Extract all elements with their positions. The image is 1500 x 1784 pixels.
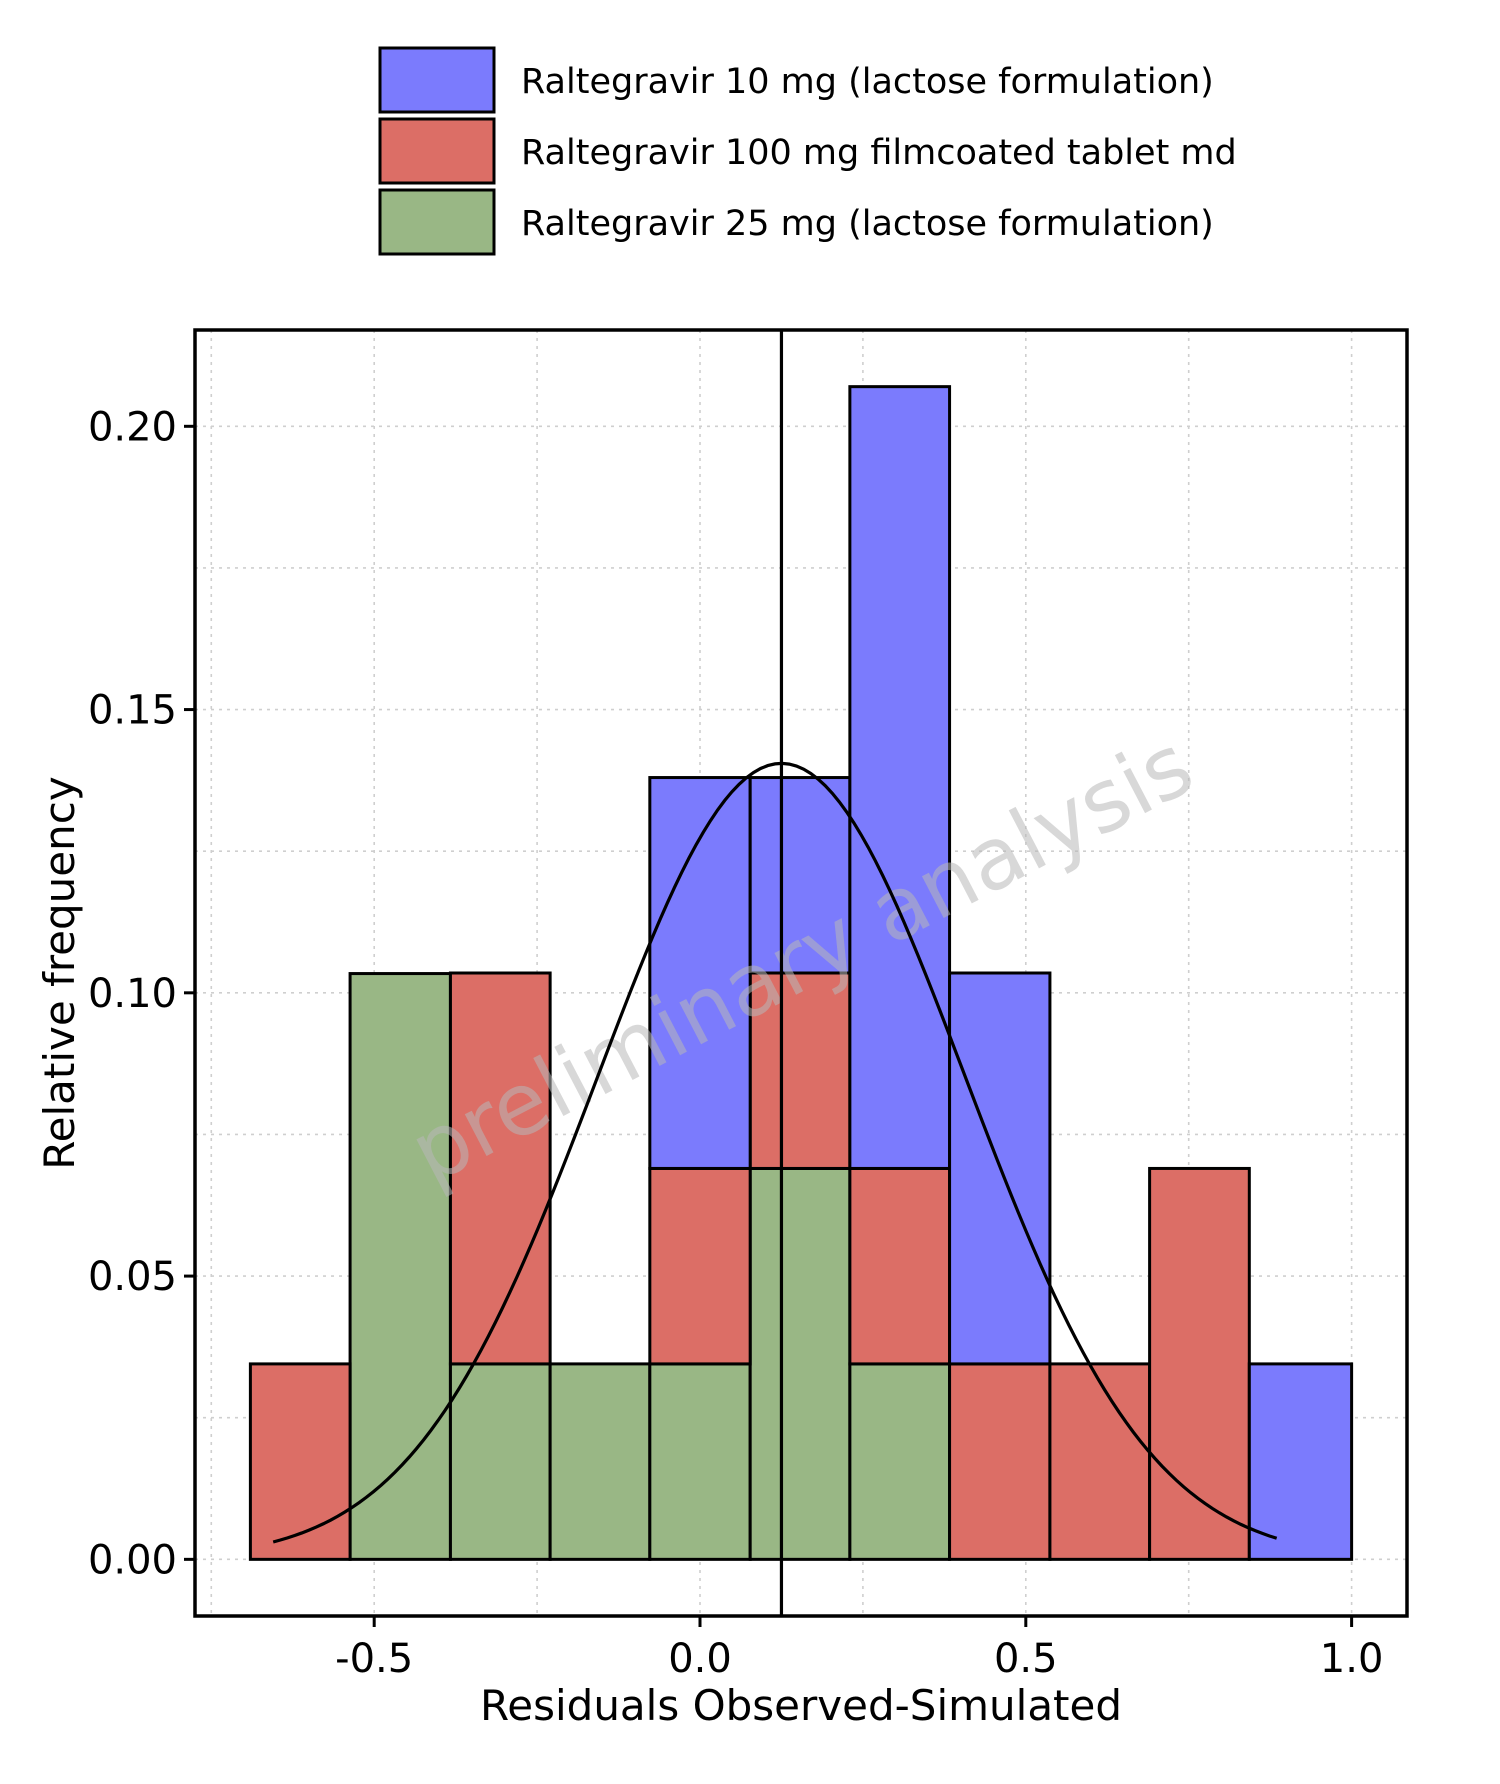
bar <box>248 1362 352 1561</box>
bar <box>1148 1166 1251 1561</box>
bar <box>648 1166 752 1366</box>
y-tick-label: 0.00 <box>88 1537 177 1583</box>
bar <box>748 1166 852 1561</box>
x-tick-label: -0.5 <box>335 1636 413 1682</box>
bar <box>648 776 752 1170</box>
plot-frame <box>193 328 1409 1618</box>
bar <box>748 776 852 975</box>
bar <box>548 1362 652 1561</box>
bar <box>848 1362 952 1561</box>
legend: Raltegravir 10 mg (lactose formulation) R… <box>378 46 1237 256</box>
normal-density-curve <box>272 761 1278 1544</box>
bar <box>848 1166 952 1366</box>
bar <box>748 971 852 1170</box>
bar <box>948 1362 1052 1561</box>
bar <box>448 971 552 1366</box>
y-tick-label: 0.20 <box>88 404 177 450</box>
y-tick-label: 0.10 <box>88 971 177 1017</box>
bar <box>1247 1362 1354 1561</box>
bar <box>1048 1362 1152 1561</box>
x-tick-label: 0.0 <box>668 1636 732 1682</box>
legend-swatch <box>378 188 496 256</box>
bar <box>448 1362 552 1561</box>
x-axis-title: Residuals Observed-Simulated <box>480 1681 1122 1730</box>
axis-ticks: -0.5 0.0 0.5 1.0 0.00 0.05 0.10 0.15 0.20 <box>88 404 1383 1682</box>
legend-label: Raltegravir 25 mg (lactose formulation) <box>521 204 1214 244</box>
bar <box>348 972 452 1561</box>
y-axis-title: Relative frequency <box>35 776 84 1169</box>
legend-swatch <box>378 46 496 114</box>
bar <box>648 1362 752 1561</box>
x-tick-label: 0.5 <box>994 1636 1058 1682</box>
legend-swatch <box>378 117 496 185</box>
y-tick-label: 0.05 <box>88 1254 177 1300</box>
legend-label: Raltegravir 10 mg (lactose formulation) <box>521 62 1214 102</box>
bars <box>248 385 1354 1561</box>
overlay <box>272 330 1278 1616</box>
y-tick-label: 0.15 <box>88 688 177 734</box>
bar <box>848 385 952 1170</box>
legend-label: Raltegravir 100 mg filmcoated tablet md <box>521 133 1237 173</box>
x-tick-label: 1.0 <box>1320 1636 1384 1682</box>
